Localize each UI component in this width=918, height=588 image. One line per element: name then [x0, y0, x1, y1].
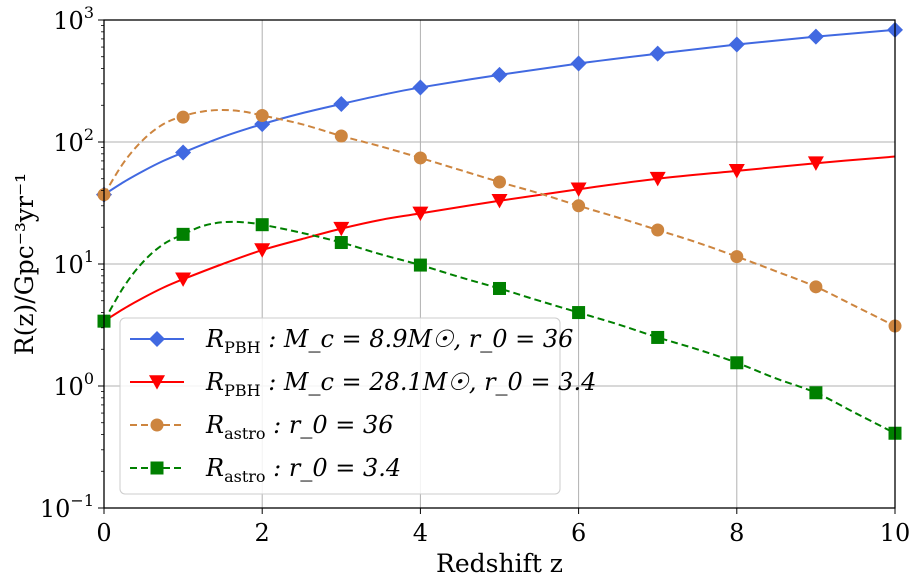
- series-layer: [96, 21, 903, 440]
- data-point: [412, 79, 429, 96]
- series-line-0: [104, 28, 895, 196]
- legend-label: RPBH : M_c = 28.1M☉, r_0 = 3.4: [205, 368, 596, 400]
- data-point: [809, 386, 823, 400]
- x-tick-label: 6: [571, 519, 586, 547]
- data-point: [412, 206, 429, 221]
- data-point: [493, 281, 506, 295]
- data-point: [809, 280, 823, 294]
- legend-label: RPBH : M_c = 8.9M☉, r_0 = 36: [205, 325, 573, 357]
- data-point: [334, 236, 348, 250]
- data-point: [728, 164, 745, 179]
- data-point: [176, 110, 190, 124]
- legend-marker: [149, 331, 165, 347]
- data-point: [413, 258, 427, 272]
- data-point: [333, 95, 350, 112]
- data-point: [413, 151, 427, 165]
- legend-item: Rastro : r_0 = 3.4: [130, 454, 401, 486]
- data-point: [570, 182, 587, 197]
- legend-item: RPBH : M_c = 28.1M☉, r_0 = 3.4: [130, 368, 596, 400]
- data-point: [175, 144, 192, 161]
- data-point: [175, 272, 192, 287]
- legend-label: Rastro : r_0 = 3.4: [205, 454, 401, 486]
- legend-marker: [150, 461, 164, 475]
- data-point: [728, 36, 745, 53]
- series-1: [104, 155, 895, 323]
- data-point: [176, 227, 190, 241]
- legend-marker: [150, 418, 164, 432]
- data-point: [255, 218, 269, 232]
- series-line-1: [104, 155, 895, 323]
- x-tick-label: 0: [96, 519, 111, 547]
- data-point: [255, 108, 269, 122]
- data-point: [649, 45, 666, 62]
- legend-marker: [149, 375, 165, 390]
- legend-box: [119, 317, 561, 495]
- data-point: [493, 175, 506, 189]
- series-3: [97, 218, 902, 440]
- legend-label: Rastro : r_0 = 36: [205, 411, 394, 443]
- data-point: [491, 193, 508, 209]
- legend: RPBH : M_c = 8.9M☉, r_0 = 36 RPBH : M_c =…: [119, 317, 596, 495]
- x-tick-label: 2: [255, 519, 270, 547]
- data-point: [649, 171, 666, 187]
- data-point: [570, 55, 587, 72]
- data-point: [572, 306, 586, 320]
- data-point: [807, 156, 824, 171]
- x-tick-label: 10: [880, 519, 911, 547]
- data-point: [730, 250, 744, 264]
- data-point: [572, 199, 586, 213]
- x-tick-label: 4: [413, 519, 428, 547]
- data-point: [807, 28, 824, 45]
- x-axis-label: Redshift z: [436, 549, 563, 578]
- data-point: [651, 223, 665, 237]
- data-point: [333, 221, 350, 237]
- data-point: [254, 243, 271, 258]
- legend-item: RPBH : M_c = 8.9M☉, r_0 = 36: [130, 325, 573, 357]
- data-point: [651, 330, 665, 344]
- data-point: [730, 356, 744, 370]
- x-tick-label: 8: [729, 519, 744, 547]
- series-2: [97, 108, 902, 333]
- y-axis-label: R(z)/Gpc⁻³yr⁻¹: [10, 173, 39, 355]
- data-point: [334, 129, 348, 143]
- data-point: [491, 66, 508, 83]
- legend-item: Rastro : r_0 = 36: [130, 411, 394, 443]
